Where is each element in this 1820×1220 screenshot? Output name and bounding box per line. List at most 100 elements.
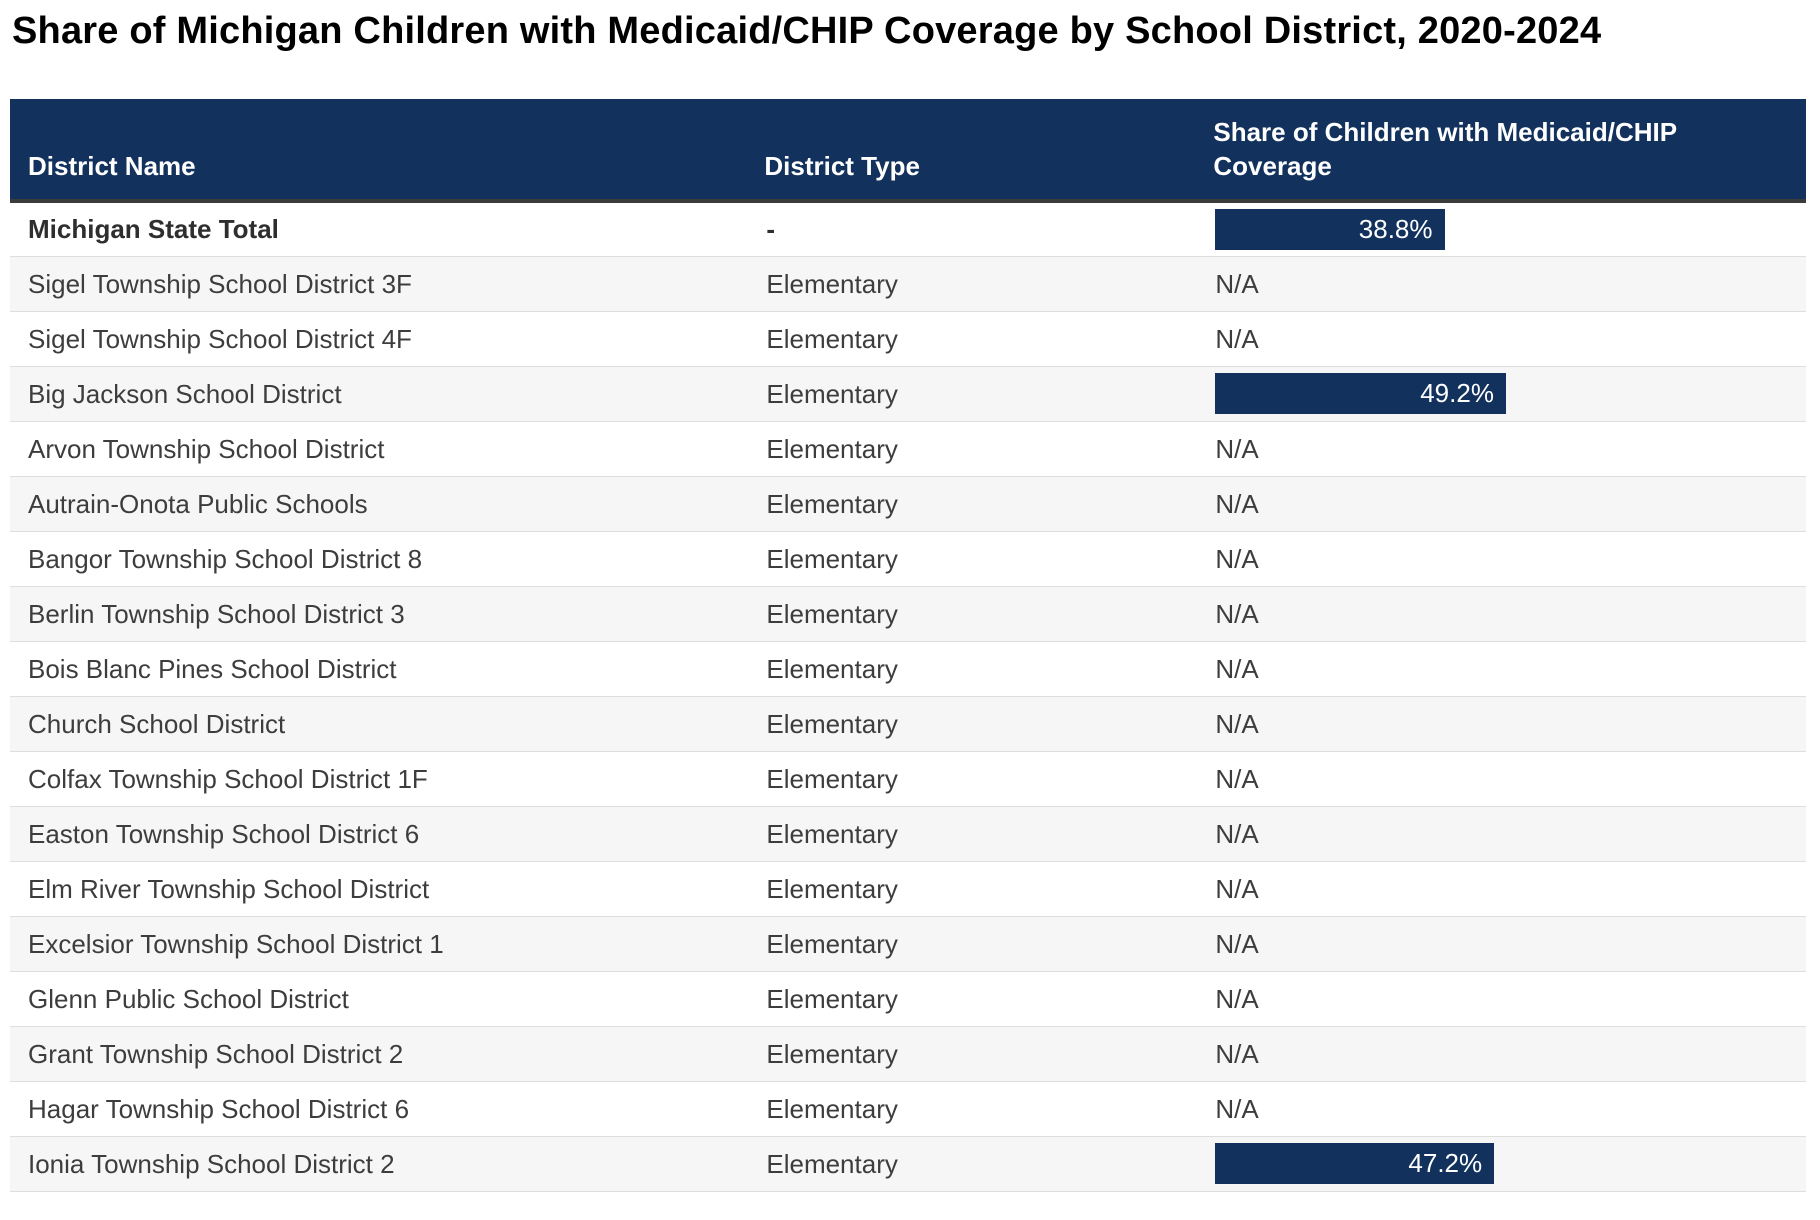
table-row: Bois Blanc Pines School District Element…: [10, 641, 1806, 697]
coverage-share-cell: N/A: [1195, 971, 1806, 1027]
table-header: District Name District Type Share of Chi…: [10, 99, 1806, 203]
table-row: Excelsior Township School District 1 Ele…: [10, 916, 1806, 972]
coverage-na-value: N/A: [1215, 983, 1259, 1014]
coverage-share-cell: N/A: [1195, 531, 1806, 587]
coverage-share-cell: N/A: [1195, 1026, 1806, 1082]
coverage-bar-track: 47.2%: [1215, 1143, 1806, 1184]
district-type-cell: Elementary: [746, 311, 1196, 367]
coverage-na-value: N/A: [1215, 488, 1259, 519]
district-type-cell: Elementary: [746, 861, 1196, 917]
district-name-cell: Grant Township School District 2: [10, 1026, 747, 1082]
table-row: Hagar Township School District 6 Element…: [10, 1081, 1806, 1137]
coverage-na-value: N/A: [1215, 763, 1259, 794]
coverage-bar: 49.2%: [1215, 373, 1506, 414]
district-name-cell: Big Jackson School District: [10, 366, 747, 422]
coverage-share-cell: N/A: [1195, 586, 1806, 642]
district-name-cell: Sigel Township School District 3F: [10, 256, 747, 312]
table-row: Easton Township School District 6 Elemen…: [10, 806, 1806, 862]
table-row: Berlin Township School District 3 Elemen…: [10, 586, 1806, 642]
coverage-share-cell: N/A: [1195, 806, 1806, 862]
coverage-bar: 47.2%: [1215, 1143, 1495, 1184]
coverage-table: District Name District Type Share of Chi…: [10, 99, 1806, 1192]
district-type-cell: Elementary: [746, 531, 1196, 587]
district-name-cell: Colfax Township School District 1F: [10, 751, 747, 807]
table-row: Grant Township School District 2 Element…: [10, 1026, 1806, 1082]
district-name-cell: Arvon Township School District: [10, 421, 747, 477]
column-header-district-type: District Type: [746, 99, 1196, 203]
coverage-share-cell: N/A: [1195, 311, 1806, 367]
table-body: Michigan State Total - 38.8% Sigel Towns…: [10, 201, 1806, 1192]
coverage-share-cell: N/A: [1195, 861, 1806, 917]
coverage-na-value: N/A: [1215, 928, 1259, 959]
coverage-share-cell: N/A: [1195, 696, 1806, 752]
column-header-coverage-share: Share of Children with Medicaid/CHIP Cov…: [1195, 99, 1806, 203]
district-type-cell: Elementary: [746, 806, 1196, 862]
district-type-cell: Elementary: [746, 641, 1196, 697]
coverage-share-cell: N/A: [1195, 641, 1806, 697]
district-name-cell: Bois Blanc Pines School District: [10, 641, 747, 697]
table-row: Church School District Elementary N/A: [10, 696, 1806, 752]
district-name-cell: Sigel Township School District 4F: [10, 311, 747, 367]
coverage-na-value: N/A: [1215, 433, 1259, 464]
coverage-na-value: N/A: [1215, 1038, 1259, 1069]
district-name-cell: Autrain-Onota Public Schools: [10, 476, 747, 532]
district-name-cell: Ionia Township School District 2: [10, 1136, 747, 1192]
table-row: Michigan State Total - 38.8%: [10, 201, 1806, 257]
district-type-cell: Elementary: [746, 751, 1196, 807]
district-name-cell: Church School District: [10, 696, 747, 752]
coverage-na-value: N/A: [1215, 543, 1259, 574]
coverage-share-cell: N/A: [1195, 256, 1806, 312]
district-name-cell: Easton Township School District 6: [10, 806, 747, 862]
table-row: Arvon Township School District Elementar…: [10, 421, 1806, 477]
coverage-share-cell: N/A: [1195, 751, 1806, 807]
table-row: Elm River Township School District Eleme…: [10, 861, 1806, 917]
coverage-share-cell: 47.2%: [1195, 1136, 1806, 1192]
table-row: Sigel Township School District 3F Elemen…: [10, 256, 1806, 312]
district-type-cell: Elementary: [746, 586, 1196, 642]
coverage-share-cell: 49.2%: [1195, 366, 1806, 422]
coverage-na-value: N/A: [1215, 653, 1259, 684]
district-type-cell: Elementary: [746, 421, 1196, 477]
coverage-na-value: N/A: [1215, 268, 1259, 299]
district-type-cell: Elementary: [746, 256, 1196, 312]
district-name-cell: Michigan State Total: [10, 201, 747, 257]
page-title: Share of Michigan Children with Medicaid…: [12, 10, 1602, 52]
district-name-cell: Bangor Township School District 8: [10, 531, 747, 587]
district-name-cell: Elm River Township School District: [10, 861, 747, 917]
district-type-cell: Elementary: [746, 366, 1196, 422]
district-type-cell: Elementary: [746, 1081, 1196, 1137]
district-type-cell: Elementary: [746, 971, 1196, 1027]
column-header-district-name: District Name: [10, 99, 747, 203]
coverage-share-cell: N/A: [1195, 1081, 1806, 1137]
page: Share of Michigan Children with Medicaid…: [0, 8, 1820, 1220]
coverage-share-cell: N/A: [1195, 476, 1806, 532]
table-row: Big Jackson School District Elementary 4…: [10, 366, 1806, 422]
coverage-bar: 38.8%: [1215, 208, 1445, 250]
coverage-na-value: N/A: [1215, 323, 1259, 354]
coverage-na-value: N/A: [1215, 873, 1259, 904]
district-name-cell: Glenn Public School District: [10, 971, 747, 1027]
district-name-cell: Berlin Township School District 3: [10, 586, 747, 642]
district-name-cell: Excelsior Township School District 1: [10, 916, 747, 972]
district-type-cell: Elementary: [746, 696, 1196, 752]
district-type-cell: Elementary: [746, 1026, 1196, 1082]
district-type-cell: Elementary: [746, 476, 1196, 532]
coverage-na-value: N/A: [1215, 598, 1259, 629]
district-type-cell: -: [746, 201, 1196, 257]
coverage-bar-track: 49.2%: [1215, 373, 1806, 414]
district-name-cell: Hagar Township School District 6: [10, 1081, 747, 1137]
district-type-cell: Elementary: [746, 1136, 1196, 1192]
coverage-share-cell: N/A: [1195, 916, 1806, 972]
coverage-na-value: N/A: [1215, 708, 1259, 739]
district-type-cell: Elementary: [746, 916, 1196, 972]
table-row: Ionia Township School District 2 Element…: [10, 1136, 1806, 1192]
coverage-share-cell: 38.8%: [1195, 201, 1806, 257]
table-row: Bangor Township School District 8 Elemen…: [10, 531, 1806, 587]
table-row: Glenn Public School District Elementary …: [10, 971, 1806, 1027]
coverage-na-value: N/A: [1215, 818, 1259, 849]
table-row: Sigel Township School District 4F Elemen…: [10, 311, 1806, 367]
coverage-share-cell: N/A: [1195, 421, 1806, 477]
table-row: Autrain-Onota Public Schools Elementary …: [10, 476, 1806, 532]
coverage-bar-track: 38.8%: [1215, 208, 1806, 250]
table-row: Colfax Township School District 1F Eleme…: [10, 751, 1806, 807]
